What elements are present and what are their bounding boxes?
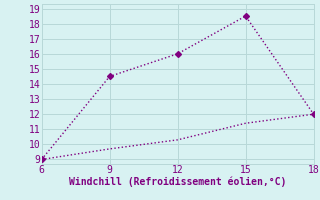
X-axis label: Windchill (Refroidissement éolien,°C): Windchill (Refroidissement éolien,°C) (69, 177, 286, 187)
